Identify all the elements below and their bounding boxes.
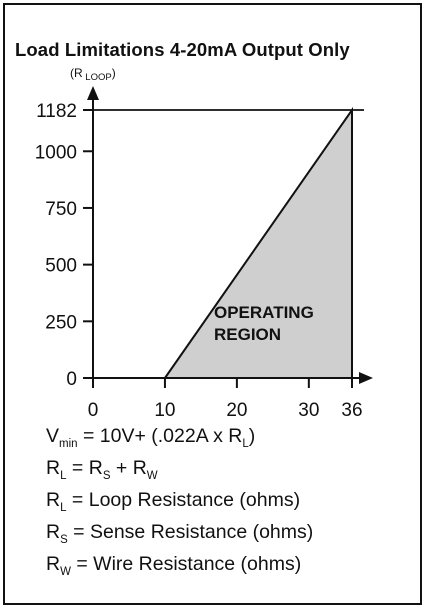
formula-subscript: S	[102, 470, 111, 482]
figure-border	[3, 3, 422, 605]
formula-line: Vmin = 10V+ (.022A x RL)	[46, 425, 256, 450]
formula-text: = Loop Resistance (ohms)	[66, 489, 301, 511]
formula-subscript: W	[60, 566, 71, 578]
formula-text: = Sense Resistance (ohms)	[67, 521, 314, 543]
formula-text: R	[46, 489, 61, 511]
formula-subscript: L	[242, 438, 249, 450]
chart-title: Load Limitations 4-20mA Output Only	[15, 39, 350, 60]
formula-line: RL = Loop Resistance (ohms)	[46, 489, 301, 514]
y-axis-arrow	[87, 86, 99, 100]
formula-text: )	[248, 425, 256, 447]
x-tick-label-30: 30	[298, 400, 319, 421]
formula-line: RL = RS + RW	[46, 457, 158, 482]
region-label-line-1: OPERATING	[214, 303, 314, 322]
formula-line: RW = Wire Resistance (ohms)	[46, 553, 302, 578]
formula-text: R	[46, 521, 61, 543]
region-label-line-2: REGION	[214, 325, 281, 344]
y-tick-label-250: 250	[45, 312, 77, 333]
y-tick-label-1182: 1182	[36, 101, 77, 122]
y-tick-label-1000: 1000	[35, 142, 77, 163]
y-tick-label-500: 500	[45, 256, 77, 277]
formula-subscript: L	[60, 502, 67, 514]
x-tick-label-36: 36	[341, 400, 362, 421]
formula-subscript: W	[146, 470, 158, 482]
formula-subscript: min	[59, 438, 78, 450]
x-axis-arrow	[359, 372, 373, 384]
formula-text: R	[46, 553, 61, 575]
formula-text: + R	[110, 457, 147, 479]
x-tick-label-20: 20	[226, 400, 247, 421]
y-tick-label-0: 0	[66, 369, 77, 390]
formula-subscript: L	[60, 470, 67, 482]
formula-text: = 10V+ (.022A x R	[77, 425, 243, 447]
x-tick-label-10: 10	[154, 400, 175, 421]
formula-text: R	[46, 457, 61, 479]
formula-text: = R	[66, 457, 103, 479]
y-axis-label: (R LOOP)	[70, 66, 116, 83]
x-tick-label-0: 0	[88, 400, 99, 421]
formula-text: V	[46, 425, 60, 447]
formula-subscript: S	[60, 534, 68, 546]
y-tick-label-750: 750	[45, 199, 77, 220]
formula-text: = Wire Resistance (ohms)	[70, 553, 302, 575]
formula-line: RS = Sense Resistance (ohms)	[46, 521, 314, 546]
